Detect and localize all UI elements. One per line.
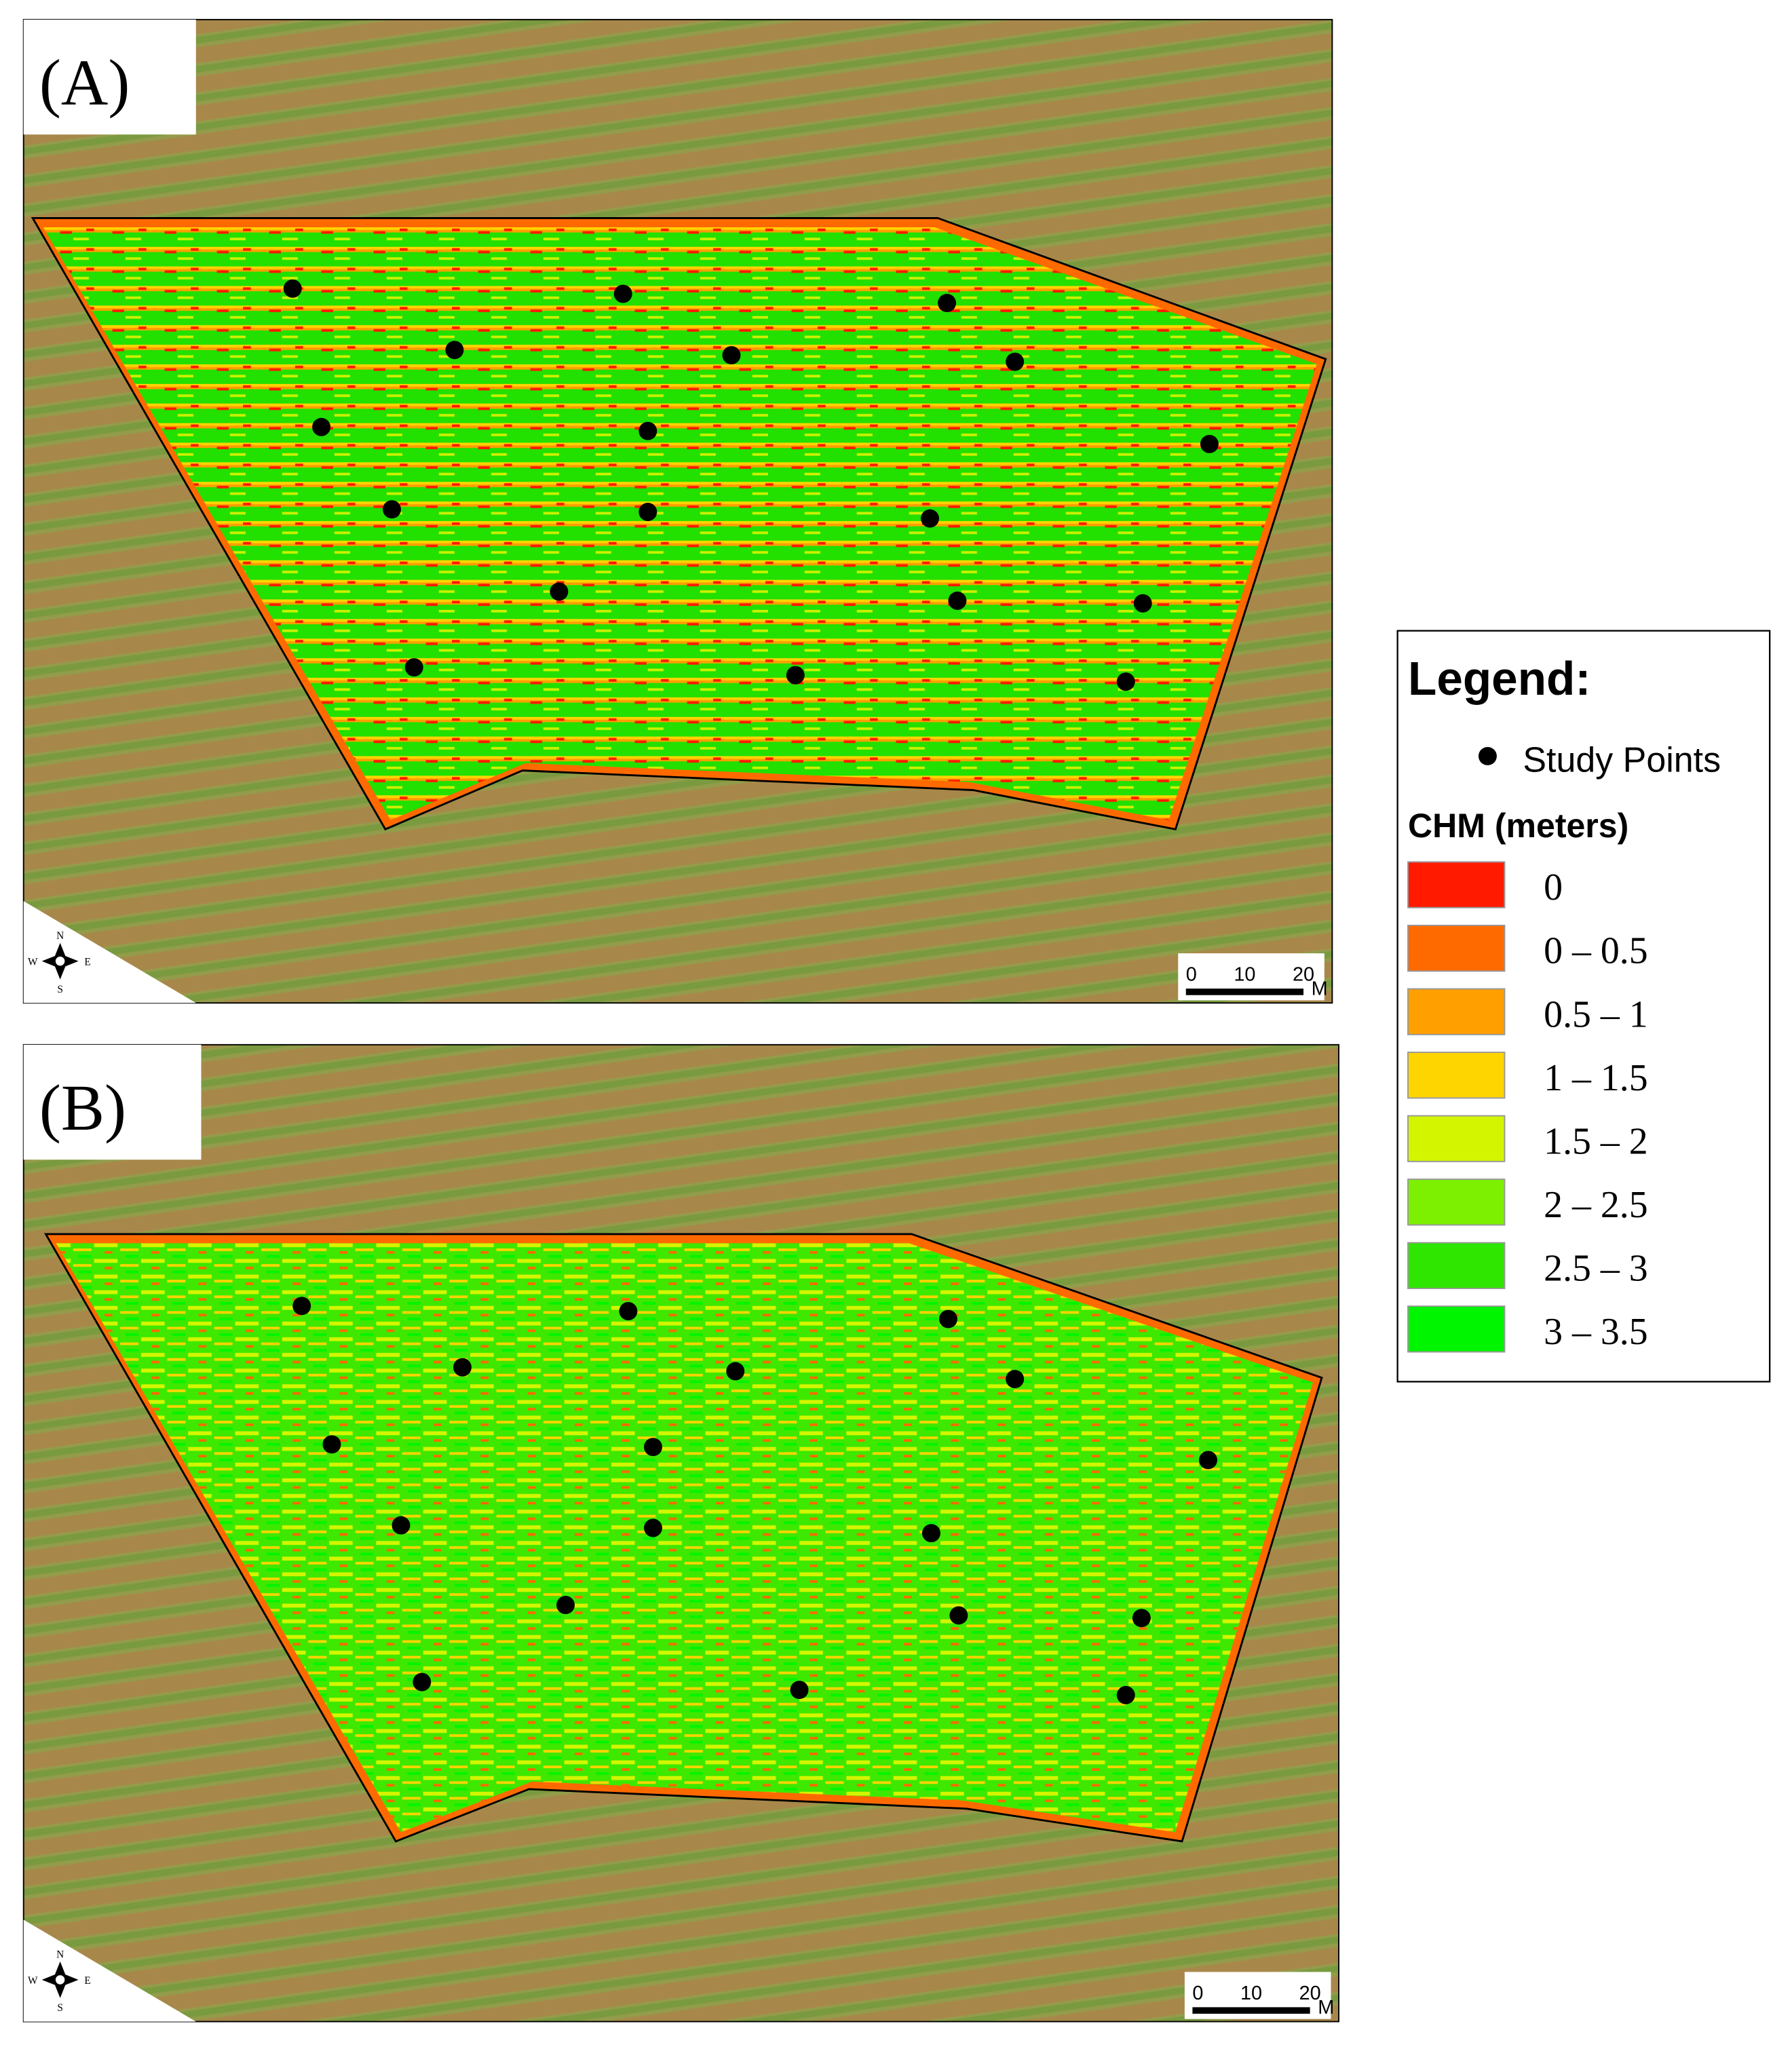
study-point bbox=[404, 658, 423, 677]
legend-swatch bbox=[1407, 1115, 1506, 1162]
study-point bbox=[1006, 1370, 1025, 1389]
study-point bbox=[550, 582, 569, 601]
legend-class-label: 2 – 2.5 bbox=[1544, 1184, 1647, 1226]
study-point bbox=[1116, 1685, 1135, 1704]
study-point bbox=[638, 421, 657, 440]
chm-raster bbox=[43, 227, 1317, 820]
scale-unit: M bbox=[1312, 978, 1328, 1000]
study-point bbox=[445, 341, 464, 360]
compass-e: E bbox=[84, 956, 90, 968]
legend-swatch bbox=[1407, 1052, 1506, 1099]
panel-label: (B) bbox=[39, 1071, 126, 1144]
study-area-outline bbox=[43, 1233, 1323, 1843]
study-point bbox=[1199, 1451, 1217, 1470]
study-point bbox=[921, 509, 940, 528]
panel-label: (A) bbox=[39, 46, 130, 119]
study-point bbox=[283, 279, 302, 298]
legend-class-label: 2.5 – 3 bbox=[1544, 1247, 1647, 1289]
study-point bbox=[383, 500, 402, 519]
study-point bbox=[1133, 594, 1152, 613]
legend-class-label: 3 – 3.5 bbox=[1544, 1311, 1647, 1353]
study-point bbox=[949, 1606, 968, 1625]
compass-corner bbox=[23, 1919, 196, 2022]
study-point bbox=[722, 346, 741, 365]
scale-tick-label: 20 bbox=[1293, 964, 1314, 986]
legend-swatch bbox=[1407, 861, 1506, 908]
legend-class-label: 0 – 0.5 bbox=[1544, 930, 1647, 972]
legend-swatch bbox=[1407, 988, 1506, 1035]
compass-n: N bbox=[56, 1949, 64, 1960]
legend-swatch bbox=[1407, 1179, 1506, 1226]
compass-w: W bbox=[28, 956, 38, 968]
study-point bbox=[644, 1438, 662, 1457]
study-point bbox=[1006, 352, 1025, 371]
legend-class-label: 0 bbox=[1544, 866, 1563, 908]
map-panel: (B) N S E W 0 10 20M bbox=[22, 1043, 1339, 2023]
panel-label-box bbox=[23, 1044, 202, 1160]
compass-n: N bbox=[56, 930, 64, 942]
scale-bar bbox=[1185, 989, 1304, 995]
study-point bbox=[726, 1362, 745, 1381]
map-panel: (A) N S E W 0 10 20M bbox=[22, 18, 1333, 1004]
study-point bbox=[948, 591, 967, 610]
legend-swatch bbox=[1407, 924, 1506, 972]
scale-tick-label: 10 bbox=[1234, 964, 1255, 986]
scale-tick-label: 10 bbox=[1240, 1983, 1262, 2004]
study-area-outline bbox=[31, 216, 1327, 831]
scale-unit: M bbox=[1318, 1997, 1334, 2018]
study-point bbox=[644, 1518, 662, 1537]
study-point bbox=[619, 1302, 638, 1320]
legend-title: Legend: bbox=[1408, 652, 1590, 705]
legend-class-label: 1 – 1.5 bbox=[1544, 1057, 1647, 1099]
scale-bar bbox=[1192, 2007, 1310, 2014]
legend-point-symbol bbox=[1478, 746, 1497, 765]
legend-swatch bbox=[1407, 1305, 1506, 1353]
study-point bbox=[1200, 434, 1219, 453]
study-point bbox=[322, 1435, 341, 1454]
study-point bbox=[292, 1297, 311, 1316]
panel-label-box bbox=[23, 19, 196, 135]
study-point bbox=[453, 1358, 472, 1377]
scale-tick-label: 20 bbox=[1299, 1983, 1321, 2004]
compass-corner bbox=[23, 901, 196, 1003]
legend-class-label: 1.5 – 2 bbox=[1544, 1120, 1647, 1162]
study-point bbox=[921, 1524, 940, 1543]
scale-tick-label: 0 bbox=[1186, 964, 1197, 986]
study-point bbox=[638, 503, 657, 521]
study-point bbox=[790, 1681, 809, 1700]
study-point bbox=[786, 666, 805, 685]
study-point bbox=[613, 284, 632, 303]
study-point bbox=[392, 1516, 411, 1535]
legend-point-label: Study Points bbox=[1523, 741, 1721, 780]
legend-chm-title: CHM (meters) bbox=[1408, 807, 1628, 845]
compass-e: E bbox=[84, 1975, 90, 1987]
study-point bbox=[1132, 1609, 1151, 1628]
study-point bbox=[1116, 672, 1135, 691]
legend: Legend: Study Points CHM (meters) 0 0 – 0.5 0… bbox=[1396, 630, 1771, 1383]
study-point bbox=[312, 417, 331, 436]
study-point bbox=[938, 294, 957, 313]
study-point bbox=[413, 1672, 432, 1691]
compass-center bbox=[54, 1974, 66, 1986]
study-point bbox=[939, 1309, 957, 1328]
compass-s: S bbox=[57, 984, 63, 995]
scale-tick-label: 0 bbox=[1192, 1983, 1203, 2004]
study-point bbox=[556, 1596, 575, 1615]
compass-s: S bbox=[57, 2002, 63, 2014]
compass-center bbox=[54, 955, 66, 968]
chm-raster bbox=[56, 1243, 1313, 1833]
compass-w: W bbox=[28, 1975, 38, 1987]
legend-swatch bbox=[1407, 1242, 1506, 1289]
legend-class-label: 0.5 – 1 bbox=[1544, 993, 1647, 1035]
